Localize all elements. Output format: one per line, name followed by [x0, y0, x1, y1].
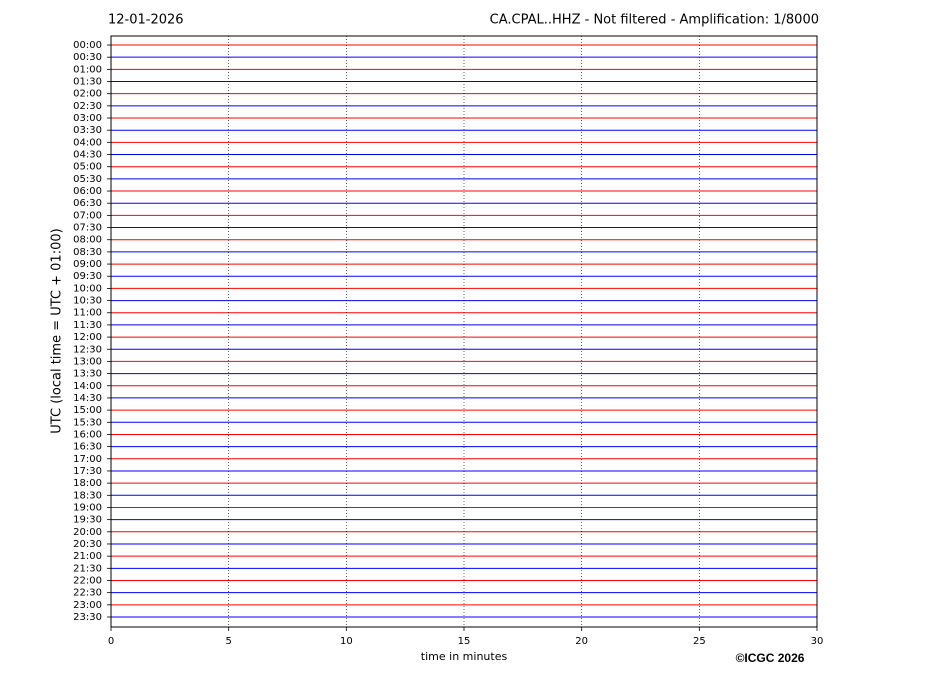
row-label: 08:00 — [73, 235, 102, 246]
row-label: 03:00 — [73, 113, 102, 124]
row-label: 11:00 — [73, 308, 102, 319]
row-label: 07:30 — [73, 223, 102, 234]
row-label: 18:30 — [73, 490, 102, 501]
row-label: 16:00 — [73, 429, 102, 440]
row-label: 23:30 — [73, 612, 102, 623]
row-label: 02:00 — [73, 89, 102, 100]
row-label: 08:30 — [73, 247, 102, 258]
row-label: 04:30 — [73, 150, 102, 161]
x-tick-label: 0 — [108, 636, 114, 647]
row-label: 12:00 — [73, 332, 102, 343]
plot-frame — [110, 35, 818, 628]
row-label: 00:00 — [73, 40, 102, 51]
row-label: 15:30 — [73, 417, 102, 428]
row-label: 09:00 — [73, 259, 102, 270]
row-label: 10:00 — [73, 283, 102, 294]
row-label: 17:00 — [73, 454, 102, 465]
row-label: 02:30 — [73, 101, 102, 112]
row-label: 14:00 — [73, 381, 102, 392]
row-label: 21:00 — [73, 551, 102, 562]
row-label: 01:00 — [73, 64, 102, 75]
row-label: 22:30 — [73, 588, 102, 599]
row-label: 22:00 — [73, 575, 102, 586]
row-label: 17:30 — [73, 466, 102, 477]
y-axis-label: UTC (local time = UTC + 01:00) — [50, 228, 65, 433]
row-label: 13:00 — [73, 356, 102, 367]
row-label: 10:30 — [73, 296, 102, 307]
x-tick-label: 5 — [225, 636, 231, 647]
x-tick-label: 10 — [340, 636, 353, 647]
row-label: 07:00 — [73, 210, 102, 221]
date: 12-01-2026 — [108, 13, 184, 28]
row-label: 09:30 — [73, 271, 102, 282]
row-label: 14:30 — [73, 393, 102, 404]
credit: ©ICGC 2026 — [736, 651, 805, 665]
row-label: 12:30 — [73, 344, 102, 355]
chart-title: CA.CPAL..HHZ - Not filtered - Amplificat… — [490, 13, 819, 28]
row-label: 23:00 — [73, 600, 102, 611]
row-label: 20:00 — [73, 527, 102, 538]
row-label: 06:00 — [73, 186, 102, 197]
x-tick-label: 20 — [575, 636, 588, 647]
row-label: 11:30 — [73, 320, 102, 331]
row-label: 04:00 — [73, 137, 102, 148]
row-label: 13:30 — [73, 369, 102, 380]
row-label: 01:30 — [73, 77, 102, 88]
row-label: 06:30 — [73, 198, 102, 209]
row-label: 21:30 — [73, 563, 102, 574]
x-tick-label: 15 — [458, 636, 471, 647]
x-tick-label: 25 — [693, 636, 706, 647]
row-label: 03:30 — [73, 125, 102, 136]
row-label: 05:30 — [73, 174, 102, 185]
x-tick-label: 30 — [811, 636, 824, 647]
row-label: 20:30 — [73, 539, 102, 550]
row-label: 15:00 — [73, 405, 102, 416]
row-label: 19:00 — [73, 502, 102, 513]
x-axis-label: time in minutes — [421, 650, 508, 663]
row-label: 19:30 — [73, 515, 102, 526]
row-label: 16:30 — [73, 442, 102, 453]
row-label: 18:00 — [73, 478, 102, 489]
row-label: 00:30 — [73, 52, 102, 63]
row-label: 05:00 — [73, 162, 102, 173]
